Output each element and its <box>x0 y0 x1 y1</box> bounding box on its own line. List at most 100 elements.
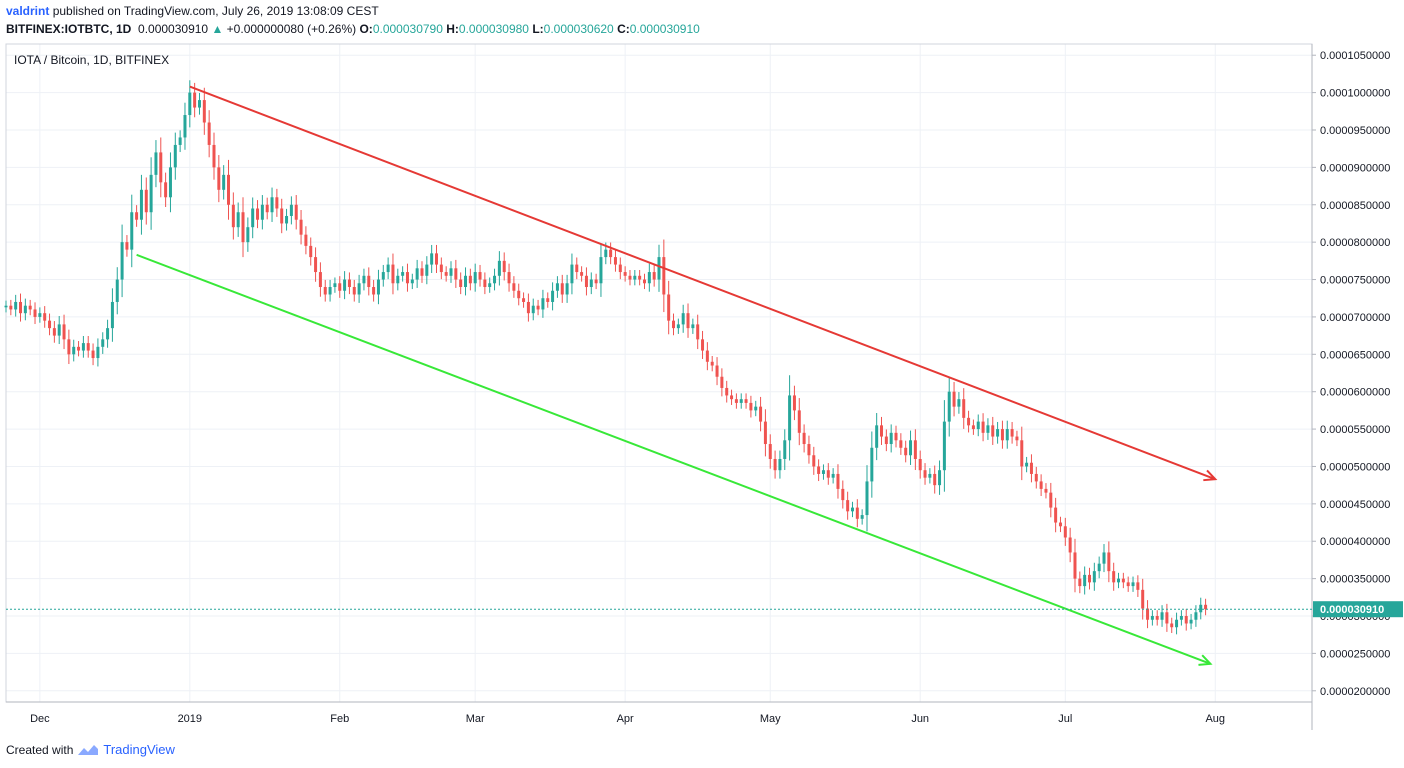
candle-body <box>555 283 559 291</box>
price-tick-label: 0.0000400000 <box>1320 536 1390 548</box>
candle-body <box>405 272 409 284</box>
candle-body <box>299 219 303 235</box>
candle-body <box>763 421 767 445</box>
candle-body <box>168 167 172 198</box>
candle-body <box>933 473 937 486</box>
candle-body <box>1063 526 1067 538</box>
lower-trendline-arrow-icon <box>1198 654 1213 666</box>
candle-body <box>938 470 942 486</box>
candle-body <box>401 272 405 276</box>
candle-body <box>381 272 385 280</box>
candle-body <box>164 182 168 198</box>
symbol-label: BITFINEX:IOTBTC, 1D <box>6 22 132 36</box>
price-tick-label: 0.0000900000 <box>1320 162 1390 174</box>
candle-body <box>464 275 468 288</box>
candle-body <box>652 272 656 280</box>
candle-body <box>217 167 221 190</box>
candle-body <box>817 466 821 474</box>
candle-body <box>135 212 139 220</box>
candle-body <box>1141 589 1145 609</box>
high-label: H: <box>446 22 459 36</box>
candle-body <box>967 417 971 426</box>
candle-body <box>657 257 661 280</box>
candle-body <box>701 339 705 351</box>
price-axis: 0.00002000000.00002500000.00003000000.00… <box>1312 50 1390 698</box>
price-tick-label: 0.0001000000 <box>1320 88 1390 100</box>
candle-body <box>1136 582 1140 590</box>
candle-body <box>183 115 187 138</box>
candle-body <box>4 305 8 308</box>
candle-body <box>86 343 90 351</box>
time-tick-label: Mar <box>466 713 485 725</box>
candle-body <box>768 444 772 459</box>
candle-body <box>1000 429 1004 441</box>
price-tick-label: 0.0000550000 <box>1320 424 1390 436</box>
candle-body <box>875 425 879 448</box>
price-tick-label: 0.0000850000 <box>1320 200 1390 212</box>
candle-body <box>1029 462 1033 474</box>
candle-body <box>493 275 497 284</box>
candle-body <box>981 421 985 433</box>
candle-body <box>715 365 719 377</box>
price-tick-label: 0.0000600000 <box>1320 387 1390 399</box>
footer: Created with TradingView <box>6 742 175 757</box>
candle-body <box>1155 616 1159 620</box>
candle-body <box>662 257 666 295</box>
candle-body <box>691 324 695 329</box>
author-name[interactable]: valdrint <box>6 4 50 18</box>
candle-body <box>1107 552 1111 572</box>
candle-body <box>309 245 313 258</box>
candle-body <box>265 204 269 213</box>
candle-body <box>144 189 148 213</box>
candle-body <box>633 275 637 280</box>
candle-body <box>260 204 264 220</box>
candle-body <box>952 391 956 407</box>
candle-body <box>125 242 129 250</box>
candle-body <box>410 279 414 284</box>
candle-body <box>106 328 110 340</box>
candle-body <box>947 391 951 422</box>
candle-body <box>444 272 448 276</box>
candle-body <box>739 399 743 403</box>
price-change: +0.000000080 (+0.26%) <box>226 22 357 36</box>
candle-body <box>531 305 535 314</box>
candle-body <box>483 279 487 288</box>
candle-body <box>454 268 458 280</box>
candle-body <box>304 234 308 246</box>
candle-body <box>541 298 545 310</box>
candle-body <box>812 455 816 467</box>
candle-body <box>1126 582 1130 587</box>
candles <box>4 80 1208 635</box>
candle-body <box>343 279 347 291</box>
candle-body <box>178 137 182 145</box>
candle-body <box>1020 440 1024 467</box>
candle-body <box>285 215 289 224</box>
candle-body <box>1078 578 1082 587</box>
candle-body <box>251 208 255 228</box>
candle-body <box>188 92 192 116</box>
candle-body <box>638 275 642 280</box>
candle-body <box>749 402 753 411</box>
candle-body <box>618 264 622 273</box>
candle-body <box>976 421 980 430</box>
candle-body <box>57 324 61 336</box>
candle-body <box>580 272 584 276</box>
tradingview-brand-link[interactable]: TradingView <box>103 742 175 757</box>
candle-body <box>923 470 927 478</box>
tradingview-logo-icon <box>78 744 99 755</box>
candle-body <box>154 152 158 175</box>
candle-body <box>1005 429 1009 441</box>
candle-body <box>696 324 700 340</box>
candle-body <box>1117 578 1121 583</box>
candle-body <box>62 324 66 340</box>
candle-body <box>473 272 477 284</box>
candle-body <box>115 279 119 302</box>
candle-body <box>536 305 540 310</box>
candle-body <box>23 305 27 314</box>
candle-body <box>1054 507 1058 523</box>
candle-body <box>880 425 884 437</box>
candle-body <box>110 301 114 329</box>
candle-body <box>565 283 569 295</box>
candle-body <box>77 346 81 351</box>
